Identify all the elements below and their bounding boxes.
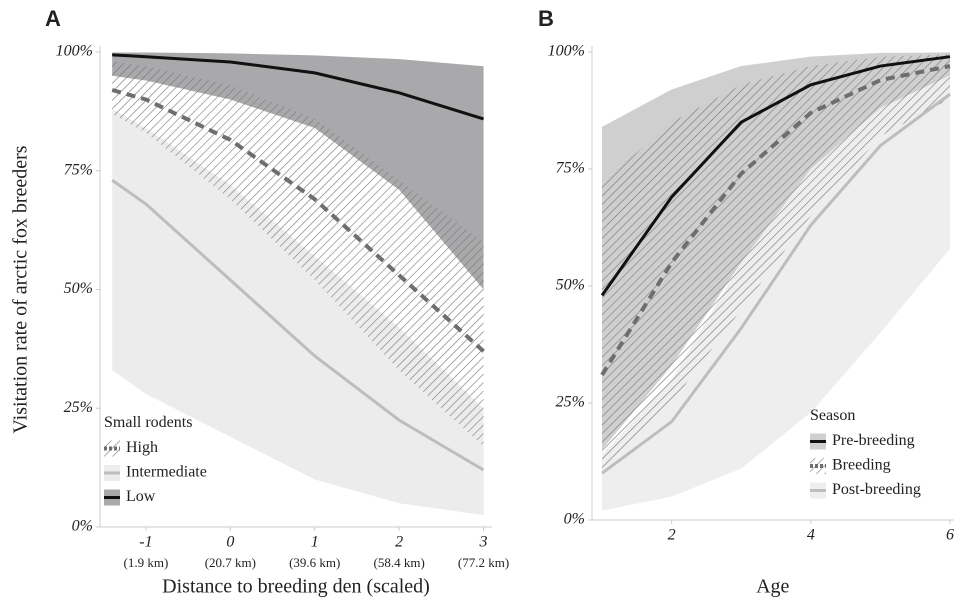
x-axis-title: Distance to breeding den (scaled) [162,576,430,598]
legend-title: Small rodents [104,414,192,431]
x-tick-label: 2 [668,527,676,544]
confidence-band [112,61,484,447]
x-axis-title: Age [756,576,789,598]
y-tick-label: 100% [548,43,585,60]
legend-label: Low [126,488,156,505]
x-tick-sublabel: (77.2 km) [458,555,509,570]
confidence-band [602,75,951,511]
legend-label: High [126,439,158,456]
legend-title: Season [810,407,855,424]
series-line [600,55,951,297]
x-tick-label: 0 [226,534,234,551]
y-tick-label: 75% [64,161,93,178]
x-tick-sublabel: (39.6 km) [289,555,340,570]
legend-label: Pre-breeding [832,432,915,449]
y-axis-title: Visitation rate of arctic fox breeders [10,145,32,433]
y-tick-label: 100% [56,43,93,60]
x-tick-sublabel: (58.4 km) [374,555,425,570]
series-line [601,92,951,475]
legend-label: Intermediate [126,464,207,481]
x-tick-label: 3 [479,534,488,551]
x-tick-sublabel: (20.7 km) [205,555,256,570]
panel-label: A [45,6,61,31]
y-tick-label: 0% [564,511,585,528]
confidence-band [112,52,484,290]
y-tick-label: 50% [556,277,585,294]
series-line [111,88,485,353]
x-tick-label: 4 [807,527,815,544]
y-tick-label: 25% [556,394,585,411]
legend-label: Breeding [832,457,891,474]
x-tick-label: -1 [139,534,152,551]
confidence-band [602,54,951,474]
series-line [112,53,485,121]
x-tick-label: 6 [946,527,954,544]
y-tick-label: 75% [556,160,585,177]
series-line [111,179,485,472]
y-tick-label: 25% [64,399,93,416]
y-tick-label: 50% [64,280,93,297]
legend-label: Post-breeding [832,481,921,498]
x-tick-sublabel: (1.9 km) [124,555,169,570]
y-tick-label: 0% [72,518,93,535]
panel-label: B [538,6,554,31]
series-line [600,64,951,376]
x-tick-label: 1 [311,534,319,551]
x-tick-label: 2 [395,534,403,551]
